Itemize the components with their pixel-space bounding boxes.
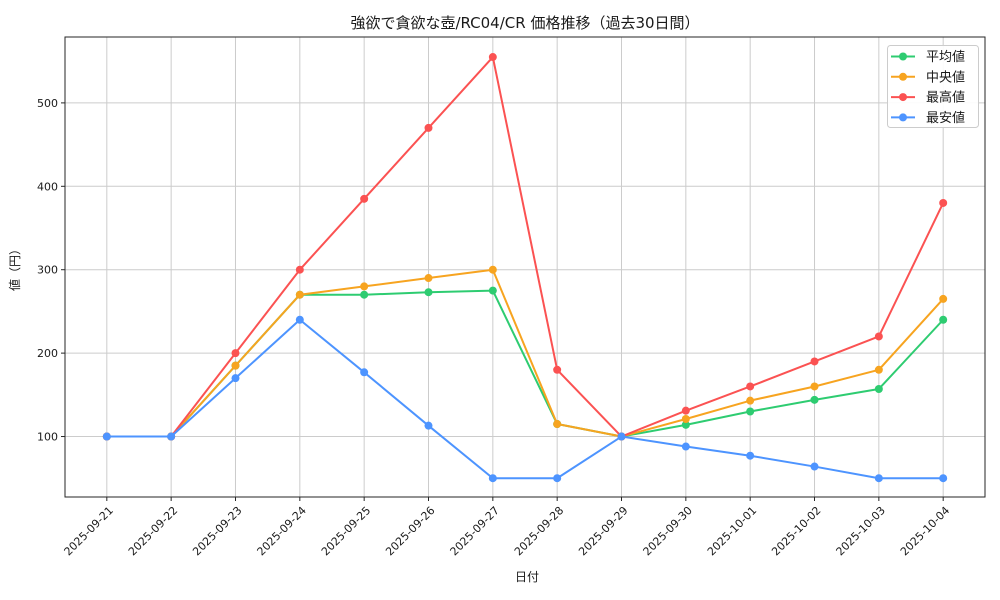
x-tick-label: 2025-09-21	[62, 504, 116, 558]
x-tick-label: 2025-09-24	[255, 504, 309, 558]
series-min	[102, 315, 948, 483]
series-line-max	[105, 56, 945, 438]
data-point-max	[488, 53, 497, 62]
data-point-max	[360, 194, 369, 203]
data-point-min	[488, 474, 497, 483]
data-point-median	[488, 265, 497, 274]
legend-marker-mean	[899, 52, 907, 61]
data-point-median	[231, 361, 240, 370]
legend-item-max: 最高値	[891, 90, 965, 106]
chart-title: 強欲で貪欲な壺/RC04/CR 価格推移（過去30日間）	[350, 14, 699, 32]
y-tick-label: 200	[37, 347, 58, 360]
data-point-median	[746, 396, 755, 405]
x-tick-label: 2025-10-03	[834, 504, 888, 558]
data-point-min	[102, 432, 111, 441]
y-tick-label: 300	[37, 264, 58, 277]
data-point-min	[295, 315, 304, 324]
plot-frame	[64, 36, 986, 498]
series-mean	[102, 286, 948, 441]
data-point-min	[553, 474, 562, 483]
y-tick-label: 100	[37, 431, 58, 444]
x-tick-label: 2025-09-27	[448, 504, 502, 558]
data-point-mean	[746, 407, 755, 416]
data-point-min	[167, 432, 176, 441]
x-tick-label: 2025-09-23	[190, 504, 244, 558]
data-point-min	[810, 462, 819, 471]
series	[102, 53, 948, 483]
x-axis-label: 日付	[515, 570, 539, 584]
legend-item-mean: 平均値	[891, 49, 965, 65]
data-point-mean	[424, 288, 433, 297]
x-tick-label: 2025-10-02	[769, 504, 823, 558]
x-tick-label: 2025-09-29	[576, 504, 630, 558]
data-point-max	[939, 198, 948, 207]
data-point-median	[295, 290, 304, 299]
y-tick-label: 500	[37, 97, 58, 110]
x-tick-label: 2025-09-26	[383, 504, 437, 558]
x-tick-label: 2025-10-04	[898, 504, 952, 558]
data-point-max	[553, 365, 562, 374]
data-point-min	[617, 432, 626, 441]
data-point-min	[939, 474, 948, 483]
legend-box	[887, 45, 979, 128]
legend-label-mean: 平均値	[926, 49, 965, 65]
data-point-mean	[874, 384, 883, 393]
legend-item-median: 中央値	[891, 69, 965, 85]
y-tick-label: 400	[37, 180, 58, 193]
data-point-max	[810, 357, 819, 366]
data-point-max	[231, 349, 240, 358]
legend-marker-min	[899, 113, 907, 122]
data-point-mean	[939, 315, 948, 324]
y-axis-label: 値（円）	[7, 243, 22, 291]
data-point-min	[874, 474, 883, 483]
data-point-median	[424, 274, 433, 283]
data-point-max	[746, 382, 755, 391]
data-point-min	[360, 368, 369, 377]
data-point-max	[424, 123, 433, 132]
legend-label-max: 最高値	[926, 90, 965, 106]
x-tick-label: 2025-09-28	[512, 504, 566, 558]
x-tick-label: 2025-09-30	[641, 504, 695, 558]
series-line-min	[105, 318, 945, 480]
data-point-mean	[488, 286, 497, 295]
x-tick-label: 2025-10-01	[705, 504, 759, 558]
grid	[65, 37, 985, 497]
data-point-min	[746, 451, 755, 460]
data-point-max	[681, 406, 690, 415]
data-point-max	[874, 332, 883, 341]
data-point-median	[681, 415, 690, 424]
series-line-median	[105, 268, 945, 438]
data-point-median	[360, 282, 369, 291]
data-point-median	[810, 382, 819, 391]
data-point-min	[681, 442, 690, 451]
legend-marker-median	[899, 72, 907, 81]
data-point-mean	[681, 420, 690, 429]
legend-marker-max	[899, 93, 907, 102]
data-point-mean	[360, 290, 369, 299]
data-point-max	[295, 265, 304, 274]
legend-label-min: 最安値	[926, 110, 965, 126]
x-tick-label: 2025-09-25	[319, 504, 373, 558]
legend-item-min: 最安値	[891, 110, 965, 126]
series-median	[102, 265, 948, 441]
data-point-mean	[810, 395, 819, 404]
data-point-min	[231, 374, 240, 383]
data-point-min	[424, 421, 433, 430]
x-tick-label: 2025-09-22	[126, 504, 180, 558]
legend-label-median: 中央値	[926, 69, 965, 85]
data-point-median	[553, 420, 562, 429]
data-point-median	[874, 365, 883, 374]
data-point-median	[939, 294, 948, 303]
